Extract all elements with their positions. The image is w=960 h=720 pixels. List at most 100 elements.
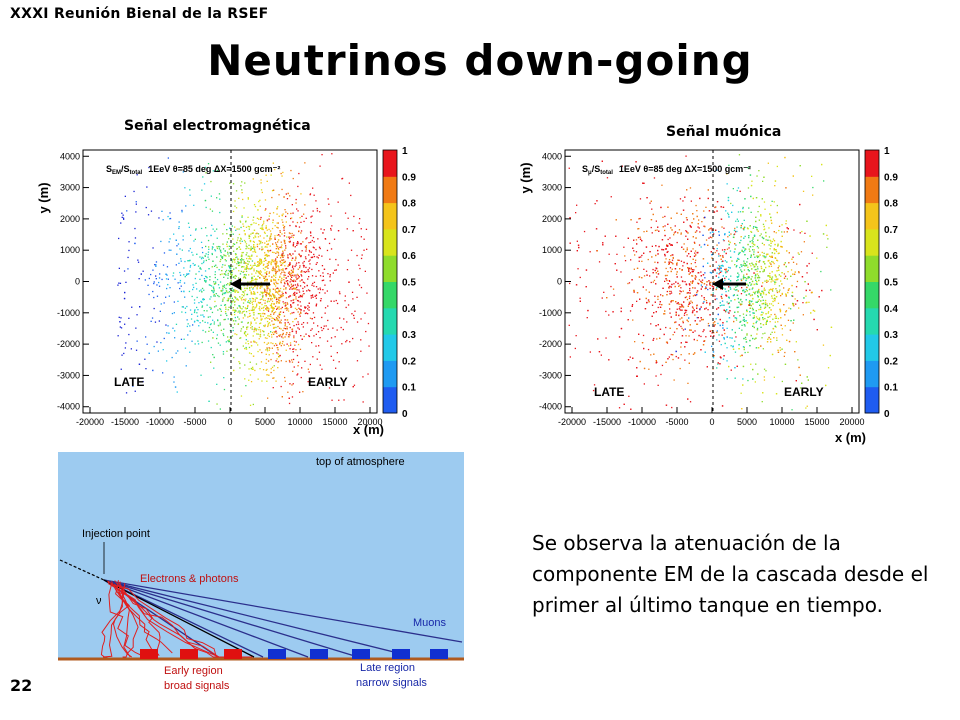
scatter-point bbox=[728, 231, 730, 233]
scatter-point bbox=[764, 303, 767, 306]
scatter-point bbox=[699, 197, 701, 200]
scatter-point bbox=[292, 299, 294, 301]
scatter-point bbox=[684, 281, 686, 283]
scatter-point bbox=[251, 255, 253, 257]
scatter-point bbox=[658, 245, 660, 248]
scatter-point bbox=[275, 260, 278, 262]
scatter-point bbox=[809, 235, 811, 237]
scatter-point bbox=[263, 288, 265, 290]
scatter-point bbox=[270, 294, 272, 297]
scatter-point bbox=[677, 357, 680, 359]
colorbar-segment bbox=[383, 360, 397, 388]
scatter-point bbox=[330, 248, 333, 250]
scatter-point bbox=[277, 222, 279, 224]
scatter-point bbox=[702, 258, 705, 260]
scatter-point bbox=[722, 358, 725, 360]
scatter-point bbox=[365, 228, 368, 230]
scatter-point bbox=[202, 298, 204, 300]
scatter-point bbox=[287, 284, 289, 286]
scatter-point bbox=[305, 333, 307, 335]
scatter-point bbox=[704, 216, 706, 219]
scatter-point bbox=[689, 187, 692, 189]
scatter-point bbox=[285, 297, 288, 299]
scatter-point bbox=[671, 283, 673, 286]
scatter-point bbox=[682, 329, 685, 331]
scatter-point bbox=[295, 298, 297, 300]
scatter-point bbox=[284, 272, 286, 274]
scatter-point bbox=[240, 255, 242, 257]
y-tick-label: 4000 bbox=[60, 151, 80, 161]
scatter-point bbox=[177, 300, 179, 302]
scatter-point bbox=[654, 269, 656, 272]
scatter-point bbox=[248, 379, 250, 381]
scatter-point bbox=[200, 374, 202, 376]
scatter-point bbox=[209, 276, 211, 278]
scatter-point bbox=[728, 234, 731, 236]
scatter-point bbox=[334, 269, 336, 271]
scatter-point bbox=[282, 256, 284, 258]
scatter-point bbox=[292, 284, 295, 286]
scatter-point bbox=[272, 342, 274, 345]
scatter-point bbox=[724, 233, 726, 235]
scatter-point bbox=[745, 288, 747, 291]
scatter-point bbox=[743, 274, 745, 276]
scatter-point bbox=[259, 302, 262, 304]
scatter-point bbox=[721, 334, 723, 336]
scatter-point bbox=[680, 276, 683, 278]
scatter-point bbox=[148, 166, 150, 169]
scatter-point bbox=[255, 236, 257, 238]
scatter-point bbox=[227, 291, 229, 294]
scatter-point bbox=[268, 293, 270, 295]
scatter-point bbox=[727, 290, 730, 292]
scatter-point bbox=[195, 273, 197, 275]
scatter-point bbox=[292, 271, 294, 274]
scatter-point bbox=[275, 266, 277, 268]
scatter-point bbox=[198, 270, 200, 273]
scatter-point bbox=[685, 311, 687, 313]
scatter-point bbox=[713, 332, 715, 334]
scatter-point bbox=[689, 292, 691, 294]
scatter-point bbox=[298, 307, 300, 309]
scatter-point bbox=[680, 232, 682, 234]
scatter-point bbox=[259, 240, 261, 243]
scatter-point bbox=[633, 250, 635, 252]
scatter-point bbox=[736, 285, 738, 287]
scatter-point bbox=[765, 220, 767, 222]
scatter-point bbox=[271, 298, 273, 300]
scatter-point bbox=[256, 317, 258, 319]
scatter-point bbox=[272, 327, 275, 329]
scatter-point bbox=[711, 257, 713, 259]
scatter-point bbox=[201, 287, 204, 290]
scatter-point bbox=[299, 296, 301, 298]
scatter-point bbox=[709, 302, 711, 304]
scatter-point bbox=[220, 314, 222, 316]
scatter-point bbox=[742, 346, 745, 348]
scatter-point bbox=[272, 189, 275, 191]
scatter-point bbox=[261, 262, 263, 264]
scatter-point bbox=[184, 307, 186, 309]
scatter-point bbox=[240, 287, 242, 289]
scatter-point bbox=[764, 306, 767, 308]
scatter-point bbox=[690, 200, 692, 202]
scatter-point bbox=[646, 274, 648, 276]
scatter-point bbox=[254, 369, 256, 372]
scatter-point bbox=[162, 349, 164, 351]
scatter-point bbox=[651, 304, 654, 306]
scatter-point bbox=[769, 255, 771, 257]
scatter-point bbox=[278, 194, 280, 196]
scatter-point bbox=[784, 262, 786, 264]
scatter-point bbox=[295, 317, 297, 320]
scatter-point bbox=[702, 234, 704, 236]
scatter-point bbox=[302, 287, 304, 290]
scatter-point bbox=[200, 241, 203, 243]
scatter-point bbox=[650, 219, 653, 221]
scatter-point bbox=[269, 324, 272, 326]
scatter-point bbox=[688, 353, 690, 355]
scatter-point bbox=[777, 267, 779, 269]
scatter-point bbox=[725, 290, 727, 293]
scatter-point bbox=[300, 335, 302, 337]
scatter-point bbox=[177, 243, 180, 245]
scatter-point bbox=[707, 309, 709, 311]
scatter-point bbox=[678, 229, 681, 231]
scatter-point bbox=[227, 253, 229, 255]
